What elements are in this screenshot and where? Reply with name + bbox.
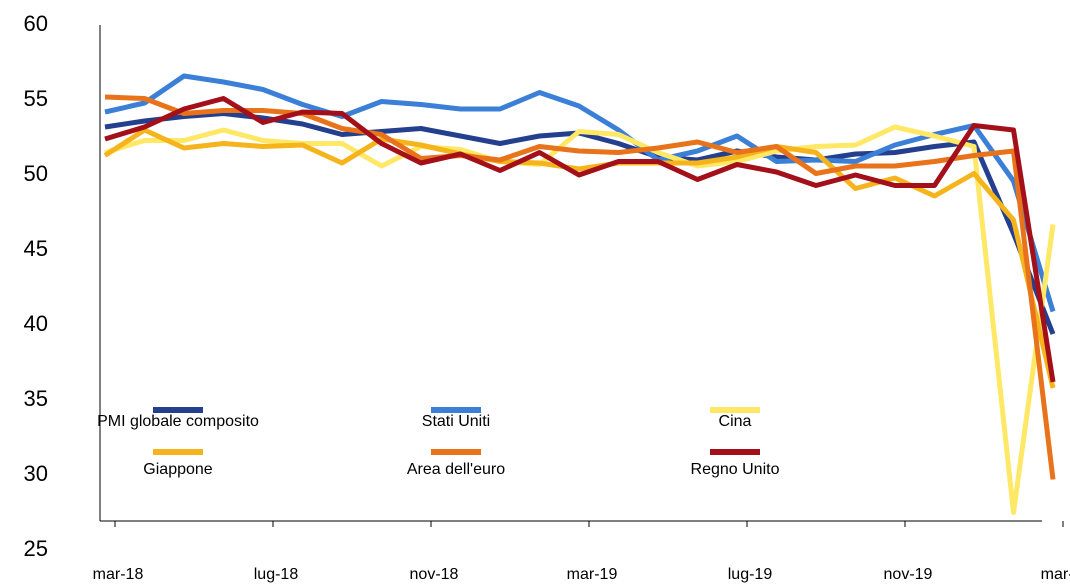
y-tick-label: 45: [24, 236, 48, 261]
x-tick-label: mar-19: [567, 566, 618, 583]
series-line: [104, 94, 1056, 480]
y-tick-label: 60: [24, 11, 48, 36]
y-tick-label: 35: [24, 386, 48, 411]
legend-label: Regno Unito: [691, 461, 780, 478]
series-line: [104, 124, 1056, 515]
y-tick-label: 25: [24, 536, 48, 561]
series-line: [103, 127, 1056, 389]
legend-label: Giappone: [143, 461, 212, 478]
x-tick-label: mar-18: [93, 566, 144, 583]
legend-label: Cina: [719, 413, 752, 430]
y-tick-label: 50: [24, 161, 48, 186]
series-line: [104, 73, 1056, 313]
series-line: [104, 96, 1056, 383]
x-tick-label: nov-19: [884, 566, 933, 583]
y-tick-label: 30: [24, 461, 48, 486]
legend-label: Stati Uniti: [422, 413, 490, 430]
legend-label: PMI globale composito: [97, 413, 259, 430]
x-tick-label: lug-18: [254, 566, 299, 583]
x-tick-label: nov-18: [410, 566, 459, 583]
x-tick-label: lug-19: [728, 566, 773, 583]
y-tick-label: 55: [24, 86, 48, 111]
legend-label: Area dell'euro: [407, 461, 505, 478]
x-tick-label: mar-20: [1041, 566, 1070, 583]
y-tick-label: 40: [24, 311, 48, 336]
